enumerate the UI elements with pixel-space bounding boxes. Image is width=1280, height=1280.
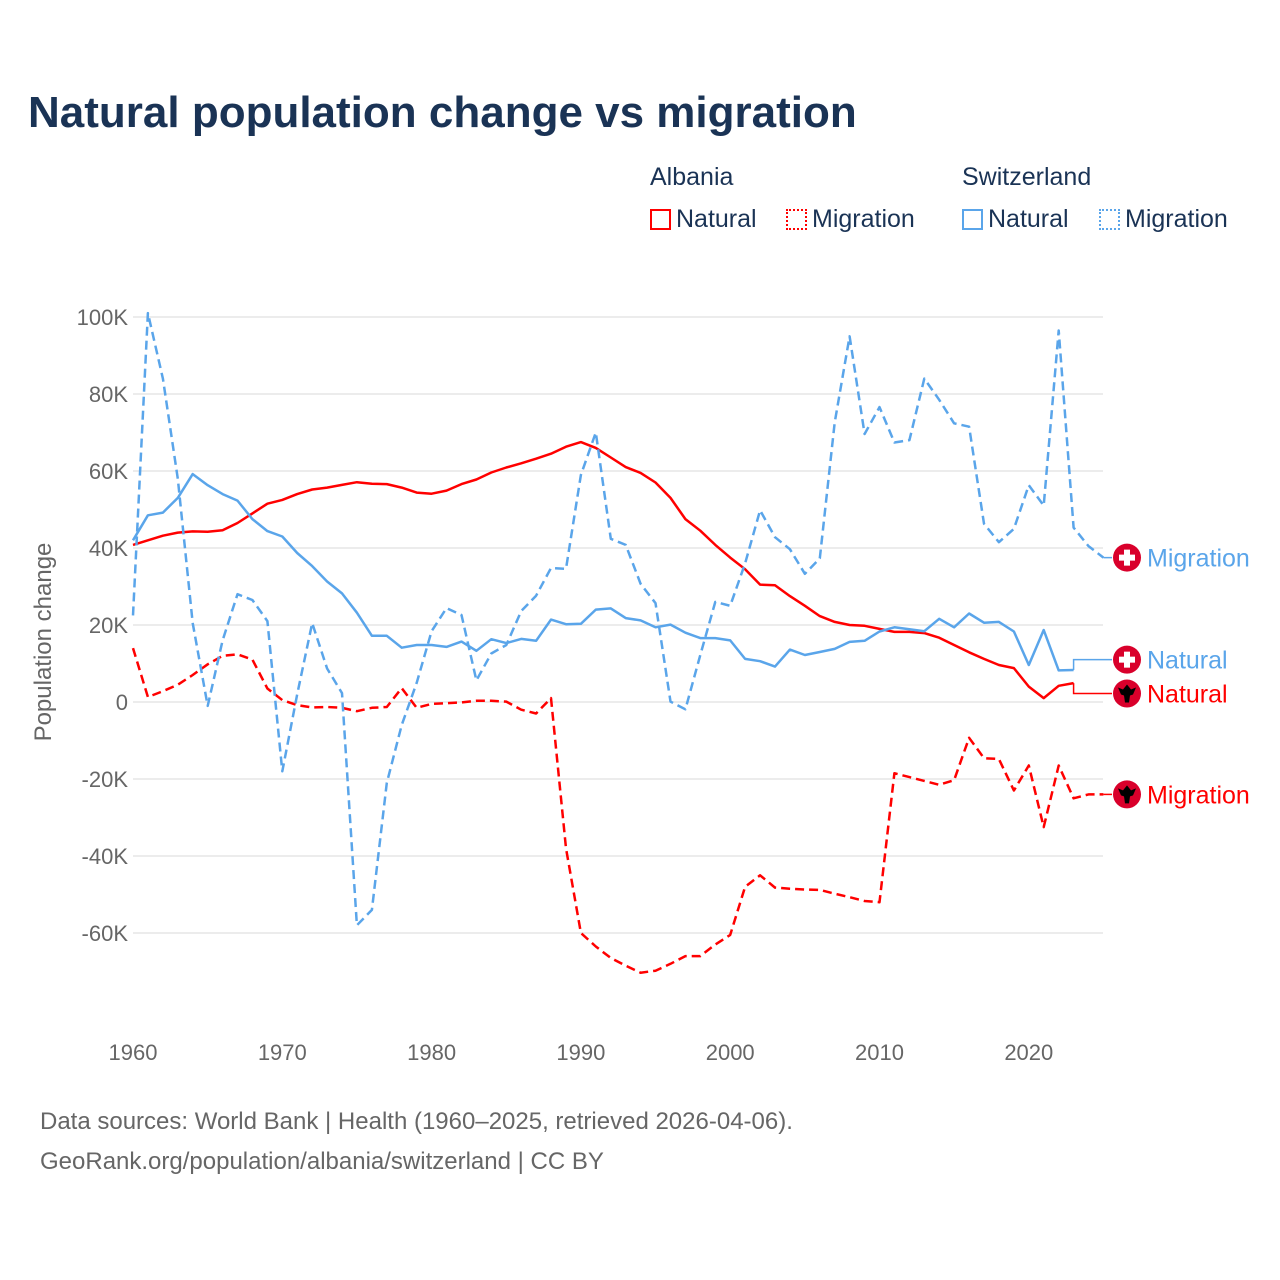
x-tick-label: 1960: [109, 1040, 158, 1065]
legend-swatch-solid: [650, 209, 671, 230]
y-tick-label: 80K: [89, 382, 128, 407]
legend-group-albania: Albania: [650, 163, 734, 191]
label-connector: [1072, 658, 1112, 671]
switzerland-flag-icon: [1113, 543, 1141, 572]
legend-label: Natural: [988, 205, 1069, 233]
legend-label: Migration: [812, 205, 915, 233]
albania-flag-icon: [1113, 679, 1141, 708]
legend-swatch-solid: [962, 209, 983, 230]
y-tick-label: -60K: [82, 921, 129, 946]
albania-flag-icon: [1113, 780, 1141, 809]
legend-swatch-dotted: [786, 209, 807, 230]
label-connector: [1072, 683, 1112, 695]
y-tick-label: -20K: [82, 767, 129, 792]
series-line-switzerland-natural: [131, 472, 1074, 672]
legend-albania-natural[interactable]: Natural: [650, 205, 757, 234]
x-tick-label: 2010: [855, 1040, 904, 1065]
x-tick-label: 2000: [706, 1040, 755, 1065]
legend-label: Natural: [676, 205, 757, 233]
series-end-label: Migration: [1147, 781, 1250, 809]
x-tick-label: 2020: [1004, 1040, 1053, 1065]
series-line-albania-migration: [131, 647, 1104, 974]
legend-switzerland-migration[interactable]: Migration: [1099, 205, 1228, 234]
source-url[interactable]: GeoRank.org/population/albania/switzerla…: [40, 1148, 604, 1175]
legend-switzerland-natural[interactable]: Natural: [962, 205, 1069, 234]
y-tick-label: 0: [116, 690, 128, 715]
y-tick-label: 100K: [77, 305, 129, 330]
switzerland-flag-icon: [1113, 645, 1141, 674]
series-line-albania-natural: [132, 440, 1074, 700]
y-tick-label: 20K: [89, 613, 128, 638]
legend-group-switzerland: Switzerland: [962, 163, 1092, 191]
y-axis-label: Population change: [30, 543, 57, 742]
legend-label: Migration: [1125, 205, 1228, 233]
series-line-switzerland-migration: [131, 311, 1105, 927]
x-tick-label: 1990: [556, 1040, 605, 1065]
series-end-label: Natural: [1147, 647, 1228, 675]
source-note: Data sources: World Bank | Health (1960–…: [40, 1108, 793, 1135]
x-tick-label: 1980: [407, 1040, 456, 1065]
series-end-label: Migration: [1147, 545, 1250, 573]
legend-swatch-dotted: [1099, 209, 1120, 230]
y-tick-label: -40K: [82, 844, 129, 869]
y-tick-label: 60K: [89, 459, 128, 484]
legend-albania-migration[interactable]: Migration: [786, 205, 915, 234]
series-end-label: Natural: [1147, 681, 1228, 709]
chart-title: Natural population change vs migration: [28, 88, 857, 137]
y-tick-label: 40K: [89, 536, 128, 561]
x-tick-label: 1970: [258, 1040, 307, 1065]
